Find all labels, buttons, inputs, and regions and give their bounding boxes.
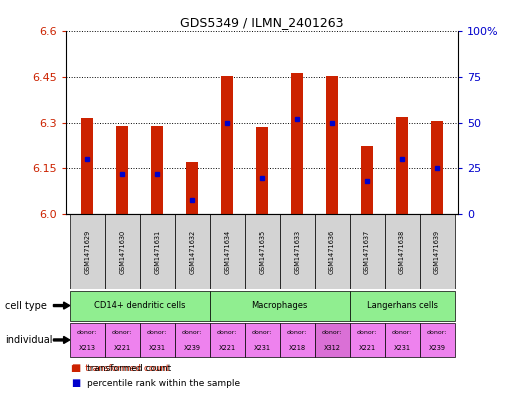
Text: GSM1471630: GSM1471630	[119, 230, 125, 274]
Bar	[350, 290, 455, 321]
Bar	[139, 323, 175, 357]
Bar	[315, 214, 350, 289]
Bar	[210, 323, 245, 357]
Text: ■: ■	[71, 378, 80, 388]
Text: X221: X221	[358, 345, 376, 351]
Bar	[221, 75, 233, 214]
Text: percentile rank within the sample: percentile rank within the sample	[87, 378, 240, 387]
Text: X221: X221	[218, 345, 236, 351]
Bar	[350, 214, 385, 289]
Bar	[279, 214, 315, 289]
Text: X312: X312	[324, 345, 341, 351]
Text: GSM1471633: GSM1471633	[294, 230, 300, 274]
Text: X221: X221	[114, 345, 131, 351]
Bar	[175, 214, 210, 289]
Text: X231: X231	[149, 345, 165, 351]
Bar	[70, 323, 105, 357]
Bar	[245, 323, 279, 357]
Text: donor:: donor:	[252, 331, 272, 335]
Text: donor:: donor:	[182, 331, 203, 335]
Text: GSM1471637: GSM1471637	[364, 230, 370, 274]
Text: GSM1471634: GSM1471634	[224, 230, 230, 274]
Text: donor:: donor:	[322, 331, 343, 335]
Bar	[175, 323, 210, 357]
Bar	[315, 323, 350, 357]
Bar	[279, 323, 315, 357]
Text: donor:: donor:	[217, 331, 237, 335]
Text: donor:: donor:	[287, 331, 307, 335]
Bar	[385, 323, 419, 357]
Text: GSM1471638: GSM1471638	[399, 230, 405, 274]
Text: donor:: donor:	[147, 331, 167, 335]
Text: cell type: cell type	[5, 301, 47, 310]
Text: X231: X231	[393, 345, 411, 351]
Bar	[350, 323, 385, 357]
Bar	[186, 162, 199, 214]
Bar	[70, 290, 210, 321]
Bar	[431, 121, 443, 214]
Bar	[70, 214, 105, 289]
Bar	[210, 214, 245, 289]
Title: GDS5349 / ILMN_2401263: GDS5349 / ILMN_2401263	[180, 16, 344, 29]
Text: X218: X218	[289, 345, 306, 351]
Text: transformed count: transformed count	[87, 364, 171, 373]
Bar	[419, 323, 455, 357]
Text: Langerhans cells: Langerhans cells	[366, 301, 438, 310]
Text: GSM1471636: GSM1471636	[329, 230, 335, 274]
Bar	[361, 146, 373, 214]
Bar	[210, 290, 350, 321]
Bar	[151, 126, 163, 214]
Text: donor:: donor:	[112, 331, 132, 335]
Text: GSM1471629: GSM1471629	[84, 230, 90, 274]
Bar	[326, 75, 338, 214]
Text: GSM1471635: GSM1471635	[259, 230, 265, 274]
Text: donor:: donor:	[427, 331, 447, 335]
Bar	[245, 214, 279, 289]
Bar	[291, 73, 303, 214]
Text: X239: X239	[429, 345, 445, 351]
Text: individual: individual	[5, 335, 52, 345]
Text: ■: ■	[71, 363, 80, 373]
Text: Macrophages: Macrophages	[251, 301, 308, 310]
Bar	[419, 214, 455, 289]
Bar	[139, 214, 175, 289]
Text: donor:: donor:	[357, 331, 377, 335]
Text: donor:: donor:	[392, 331, 412, 335]
Text: GSM1471639: GSM1471639	[434, 230, 440, 274]
Bar	[396, 117, 408, 214]
Bar	[256, 127, 268, 214]
Text: X239: X239	[184, 345, 201, 351]
Text: GSM1471632: GSM1471632	[189, 230, 195, 274]
Text: donor:: donor:	[77, 331, 97, 335]
Text: ■  transformed count: ■ transformed count	[71, 364, 170, 373]
Text: X213: X213	[79, 345, 96, 351]
Bar	[385, 214, 419, 289]
Text: X231: X231	[253, 345, 271, 351]
Bar	[105, 323, 139, 357]
Bar	[116, 126, 128, 214]
Bar	[81, 118, 93, 214]
Text: GSM1471631: GSM1471631	[154, 230, 160, 274]
Text: CD14+ dendritic cells: CD14+ dendritic cells	[94, 301, 185, 310]
Bar	[105, 214, 139, 289]
